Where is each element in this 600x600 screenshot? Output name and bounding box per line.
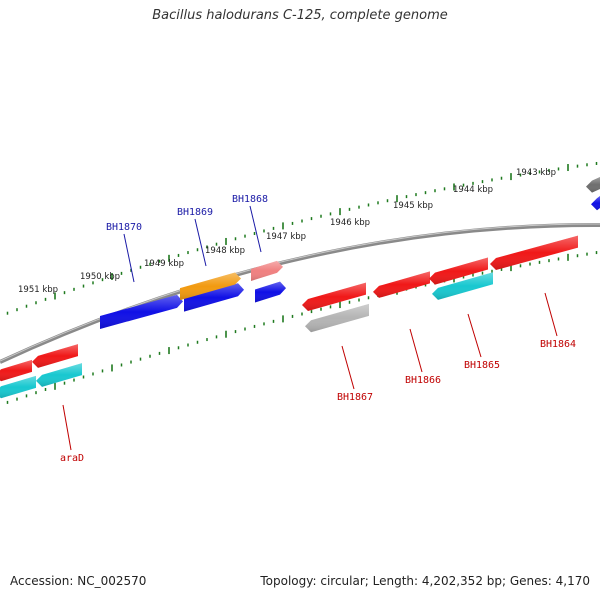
- gene-label-bh1864-leader: [544, 292, 558, 337]
- gene-arrow-pink-shade: [251, 260, 283, 281]
- gene-arrow-orange-shade: [180, 272, 241, 301]
- ruler-tick-label: 1948 kbp: [205, 246, 245, 256]
- genome-backbone: [0, 222, 600, 364]
- gene-arrow-arad-shade: [32, 344, 78, 368]
- genome-summary-text: Topology: circular; Length: 4,202,352 bp…: [260, 574, 590, 588]
- gene-label-bh1870: BH1870: [106, 222, 142, 233]
- ruler-tick-label: 1946 kbp: [330, 218, 370, 228]
- gene-arrow-cyan-2-shade: [432, 272, 493, 300]
- ruler-tick-label: 1947 kbp: [266, 232, 306, 242]
- gene-arrow-bh1870-shade: [100, 294, 183, 329]
- gene-arrow-cyan-shade: [36, 363, 82, 387]
- gene-arrow-gray-shade: [305, 303, 369, 333]
- gene-arrow-blue-right-shade: [591, 196, 600, 211]
- ruler-tick-label: 1944 kbp: [453, 185, 493, 195]
- gene-label-bh1868: BH1868: [232, 194, 268, 205]
- gene-label-bh1865: BH1865: [464, 360, 500, 371]
- gene-label-bh1865-leader: [467, 313, 482, 358]
- backbone-highlight: [0, 223, 600, 362]
- backbone-line: [0, 222, 600, 364]
- gene-label-bh1866-leader: [409, 328, 423, 373]
- gene-label-bh1864: BH1864: [540, 339, 576, 350]
- gene-arrow-dark-gray-shade: [586, 177, 600, 193]
- accession-text: Accession: NC_002570: [10, 574, 147, 588]
- gene-arrow-red-left-edge-shade: [0, 359, 32, 382]
- gene-arrow-bh1864-shade: [490, 235, 578, 271]
- gene-label-bh1868-leader: [249, 205, 262, 253]
- ruler-tick-label: 1949 kbp: [144, 259, 184, 269]
- ruler-lower: [6, 251, 598, 404]
- gene-label-arad: araD: [60, 453, 84, 464]
- ruler-tick-label: 1943 kbp: [516, 168, 556, 178]
- gene-label-bh1870-leader: [123, 233, 135, 283]
- gene-label-bh1867: BH1867: [337, 392, 373, 403]
- gene-arrow-bh1869-shade: [184, 283, 244, 312]
- gene-label-bh1867-leader: [341, 345, 355, 390]
- gene-label-arad-leader: [62, 404, 72, 451]
- ruler-tick-label: 1950 kbp: [80, 272, 120, 282]
- gene-arrow-cyan-left-edge-shade: [0, 375, 36, 399]
- gene-labels: BH1870 BH1869 BH1868 araD BH1867 BH1866 BH1865…: [60, 194, 576, 464]
- ruler-tick-label: 1951 kbp: [18, 285, 58, 295]
- ruler-upper: 1951 kbp 1950 kbp 1949 kbp 1948 kbp 1947 kbp…: [6, 161, 598, 315]
- gene-arrow-bh1866-shade: [373, 271, 430, 298]
- gene-label-bh1869: BH1869: [177, 207, 213, 218]
- gene-arrow-bh1868-shade: [255, 281, 286, 303]
- gene-label-bh1869-leader: [194, 218, 207, 267]
- gene-arrow-bh1865-shade: [429, 257, 488, 285]
- page-title: Bacillus halodurans C-125, complete geno…: [152, 8, 448, 23]
- ruler-tick-label: 1945 kbp: [393, 201, 433, 211]
- gene-arrow-bh1867-shade: [302, 282, 366, 311]
- gene-track: [0, 177, 600, 399]
- gene-label-bh1866: BH1866: [405, 375, 441, 386]
